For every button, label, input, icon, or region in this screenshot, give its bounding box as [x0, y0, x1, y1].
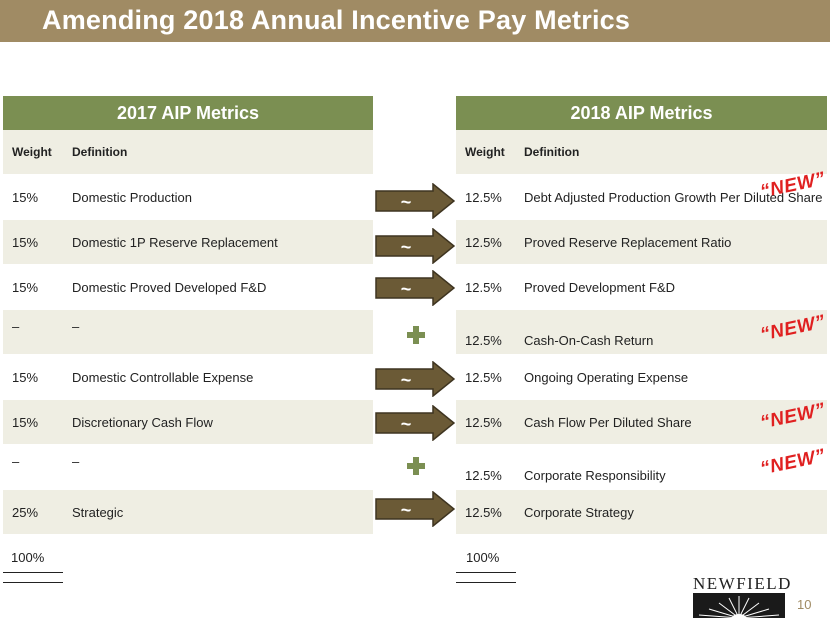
table-row: – –	[3, 445, 373, 490]
table-row: 12.5% Cash-On-Cash Return	[456, 310, 827, 355]
column-definition: Definition	[72, 145, 128, 159]
page-number: 10	[797, 597, 812, 612]
weight-cell: 12.5%	[465, 369, 502, 385]
definition-cell: Discretionary Cash Flow	[72, 414, 213, 430]
table-row: 12.5% Cash Flow Per Diluted Share	[456, 400, 827, 445]
table-row: 25% Strategic	[3, 490, 373, 535]
definition-cell: Domestic Controllable Expense	[72, 369, 254, 385]
weight-cell: 12.5%	[465, 504, 502, 520]
approx-symbol: ~	[401, 414, 412, 434]
column-weight: Weight	[465, 145, 505, 159]
column-weight: Weight	[12, 145, 52, 159]
definition-cell: Proved Reserve Replacement Ratio	[524, 234, 732, 250]
weight-cell: 15%	[12, 279, 39, 295]
table-row: 15% Domestic Production	[3, 175, 373, 220]
table-2017-column-headers: Weight Definition	[3, 130, 373, 175]
definition-cell: Strategic	[72, 504, 124, 520]
definition-cell: Corporate Responsibility	[524, 468, 666, 483]
weight-cell: 12.5%	[465, 234, 502, 250]
table-row: 12.5% Ongoing Operating Expense	[456, 355, 827, 400]
weight-cell: 12.5%	[465, 414, 502, 430]
total-underline	[456, 582, 516, 583]
definition-cell: Ongoing Operating Expense	[524, 369, 689, 385]
definition-cell: Proved Development F&D	[524, 279, 676, 295]
definition-cell: Domestic Proved Developed F&D	[72, 279, 267, 295]
weight-cell: 25%	[12, 504, 39, 520]
table-2018: 2018 AIP Metrics Weight Definition 12.5%…	[456, 96, 827, 535]
total-underline	[3, 572, 63, 573]
weight-cell: 12.5%	[465, 333, 502, 348]
column-definition: Definition	[524, 145, 580, 159]
weight-cell: 12.5%	[465, 468, 502, 483]
definition-cell: Domestic 1P Reserve Replacement	[72, 234, 278, 250]
definition-cell: Domestic Production	[72, 189, 192, 205]
table-row: 15% Discretionary Cash Flow	[3, 400, 373, 445]
table-row: 12.5% Proved Development F&D	[456, 265, 827, 310]
approx-symbol: ~	[401, 192, 412, 212]
weight-cell: –	[12, 319, 20, 334]
definition-cell: Debt Adjusted Production Growth Per Dilu…	[524, 189, 823, 205]
weight-cell: 15%	[12, 369, 39, 385]
weight-cell: –	[12, 454, 20, 469]
definition-cell: Cash-On-Cash Return	[524, 333, 654, 348]
approx-symbol: ~	[401, 237, 412, 257]
approx-symbol: ~	[401, 370, 412, 390]
weight-cell: 15%	[12, 234, 39, 250]
arrow-icon: ~	[375, 183, 455, 219]
total-underline	[3, 582, 63, 583]
arrow-icon: ~	[375, 405, 455, 441]
slide-title: Amending 2018 Annual Incentive Pay Metri…	[42, 5, 631, 35]
newfield-logo-text: NEWFIELD	[693, 574, 792, 593]
total-2018: 100%	[466, 550, 500, 565]
title-bar: Amending 2018 Annual Incentive Pay Metri…	[0, 0, 830, 42]
table-row: 12.5% Proved Reserve Replacement Ratio	[456, 220, 827, 265]
table-row: 12.5% Debt Adjusted Production Growth Pe…	[456, 175, 827, 220]
table-2017-header: 2017 AIP Metrics	[3, 96, 373, 130]
arrow-icon: ~	[375, 491, 455, 527]
table-row: – –	[3, 310, 373, 355]
newfield-logo-icon	[693, 593, 785, 618]
weight-cell: 12.5%	[465, 279, 502, 295]
table-row: 15% Domestic Proved Developed F&D	[3, 265, 373, 310]
arrow-icon: ~	[375, 270, 455, 306]
approx-symbol: ~	[401, 500, 412, 520]
weight-cell: 15%	[12, 189, 39, 205]
definition-cell: –	[72, 319, 80, 334]
table-2018-column-headers: Weight Definition	[456, 130, 827, 175]
table-2018-header: 2018 AIP Metrics	[456, 96, 827, 130]
plus-icon	[407, 326, 425, 344]
table-row: 12.5% Corporate Strategy	[456, 490, 827, 535]
definition-cell: Corporate Strategy	[524, 504, 634, 520]
weight-cell: 15%	[12, 414, 39, 430]
table-row: 15% Domestic Controllable Expense	[3, 355, 373, 400]
weight-cell: 12.5%	[465, 189, 502, 205]
arrow-icon: ~	[375, 361, 455, 397]
definition-cell: –	[72, 454, 80, 469]
table-row: 15% Domestic 1P Reserve Replacement	[3, 220, 373, 265]
table-row: 12.5% Corporate Responsibility	[456, 445, 827, 490]
definition-cell: Cash Flow Per Diluted Share	[524, 414, 692, 430]
approx-symbol: ~	[401, 279, 412, 299]
arrow-icon: ~	[375, 228, 455, 264]
plus-icon	[407, 457, 425, 475]
total-underline	[456, 572, 516, 573]
total-2017: 100%	[11, 550, 45, 565]
table-2017: 2017 AIP Metrics Weight Definition 15% D…	[3, 96, 373, 535]
